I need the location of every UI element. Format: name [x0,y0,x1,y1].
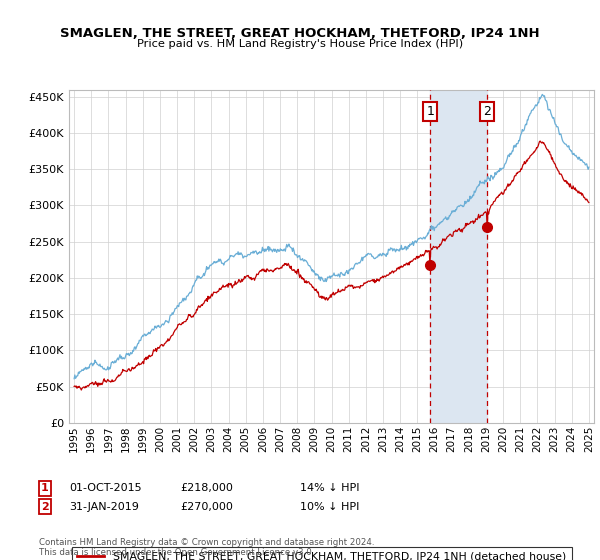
Text: 14% ↓ HPI: 14% ↓ HPI [300,483,359,493]
Text: Price paid vs. HM Land Registry's House Price Index (HPI): Price paid vs. HM Land Registry's House … [137,39,463,49]
Text: Contains HM Land Registry data © Crown copyright and database right 2024.
This d: Contains HM Land Registry data © Crown c… [39,538,374,557]
Text: £218,000: £218,000 [180,483,233,493]
Bar [430,90,487,423]
Text: SMAGLEN, THE STREET, GREAT HOCKHAM, THETFORD, IP24 1NH: SMAGLEN, THE STREET, GREAT HOCKHAM, THET… [60,27,540,40]
Text: 2: 2 [41,502,49,512]
Text: 2: 2 [484,105,491,118]
Text: 1: 1 [426,105,434,118]
Text: 10% ↓ HPI: 10% ↓ HPI [300,502,359,512]
Text: 31-JAN-2019: 31-JAN-2019 [69,502,139,512]
Text: 1: 1 [41,483,49,493]
Text: 01-OCT-2015: 01-OCT-2015 [69,483,142,493]
Text: £270,000: £270,000 [180,502,233,512]
Legend: SMAGLEN, THE STREET, GREAT HOCKHAM, THETFORD, IP24 1NH (detached house), HPI: Av: SMAGLEN, THE STREET, GREAT HOCKHAM, THET… [72,547,572,560]
